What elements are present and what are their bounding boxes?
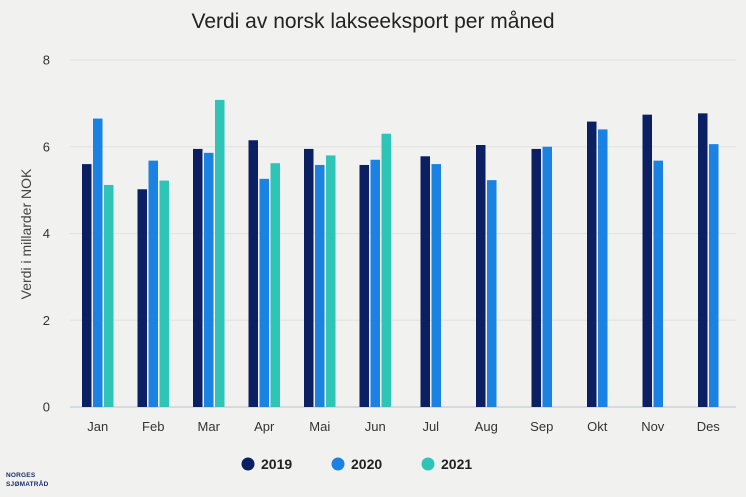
bar-2020-mai — [315, 164, 325, 407]
bar-2019-jun — [359, 164, 369, 407]
bar-2019-apr — [248, 140, 258, 408]
x-tick-label: Jan — [87, 419, 108, 434]
bar-2020-des — [709, 144, 719, 407]
x-tick-label: Mai — [309, 419, 330, 434]
y-axis-label: Verdi i millarder NOK — [18, 168, 34, 299]
legend: 2019 2020 2021 — [241, 456, 472, 472]
logo-line-2: SJØMATRÅD — [6, 479, 49, 488]
bar-2021-jun — [381, 133, 391, 408]
legend-label-2021: 2021 — [441, 456, 472, 472]
bar-2019-jul — [420, 156, 430, 407]
legend-label-2019: 2019 — [261, 456, 292, 472]
bar-2020-sep — [542, 146, 552, 407]
y-tick-label: 2 — [43, 313, 50, 328]
bars — [82, 99, 719, 408]
x-tick-label: Mar — [198, 419, 221, 434]
x-tick-label: Feb — [142, 419, 164, 434]
chart-title: Verdi av norsk lakseeksport per måned — [191, 10, 554, 33]
bar-2019-aug — [476, 145, 486, 407]
y-tick-label: 8 — [43, 53, 50, 68]
bar-2019-jan — [82, 164, 92, 407]
x-tick-label: Sep — [530, 419, 553, 434]
norges-sjomatrad-logo: NORGES SJØMATRÅD — [6, 472, 49, 488]
y-tick-label: 6 — [43, 139, 50, 154]
bar-2021-mar — [215, 99, 225, 408]
bar-2019-sep — [531, 148, 541, 408]
bar-2019-des — [698, 113, 708, 407]
bar-2021-mai — [326, 155, 336, 407]
legend-marker-2019 — [241, 457, 255, 471]
bar-2020-aug — [487, 180, 497, 407]
x-tick-label: Nov — [641, 419, 665, 434]
x-tick-label: Okt — [587, 419, 608, 434]
legend-marker-2021 — [421, 457, 435, 471]
legend-label-2020: 2020 — [351, 456, 382, 472]
bar-2021-feb — [159, 180, 169, 407]
axis-ticks: 0 2 4 6 8 Jan Feb Mar Apr Mai Jun Jul Aug Sep Okt Nov De… — [43, 53, 721, 435]
x-tick-label: Jul — [422, 419, 439, 434]
bar-2020-jan — [93, 118, 103, 407]
bar-2021-apr — [270, 163, 280, 407]
bar-2020-okt — [598, 129, 608, 407]
legend-marker-2020 — [331, 457, 345, 471]
bar-2019-okt — [587, 121, 597, 407]
bar-2019-nov — [642, 114, 652, 408]
bar-2020-feb — [148, 160, 158, 407]
bar-2019-feb — [137, 189, 147, 407]
y-tick-label: 0 — [43, 400, 50, 415]
bar-2020-mar — [204, 152, 214, 407]
bar-2020-jul — [431, 164, 441, 407]
bar-2020-jun — [370, 159, 380, 407]
bar-2021-jan — [104, 184, 114, 407]
x-tick-label: Apr — [254, 419, 275, 434]
bar-2019-mar — [193, 148, 203, 408]
x-tick-label: Aug — [475, 419, 498, 434]
bar-2019-mai — [304, 148, 314, 408]
y-tick-label: 4 — [43, 226, 50, 241]
x-tick-label: Des — [697, 419, 721, 434]
gridlines — [70, 59, 736, 408]
logo-line-1: NORGES — [6, 472, 36, 479]
bar-2020-apr — [259, 178, 269, 407]
x-tick-label: Jun — [365, 419, 386, 434]
bar-2020-nov — [653, 160, 663, 407]
